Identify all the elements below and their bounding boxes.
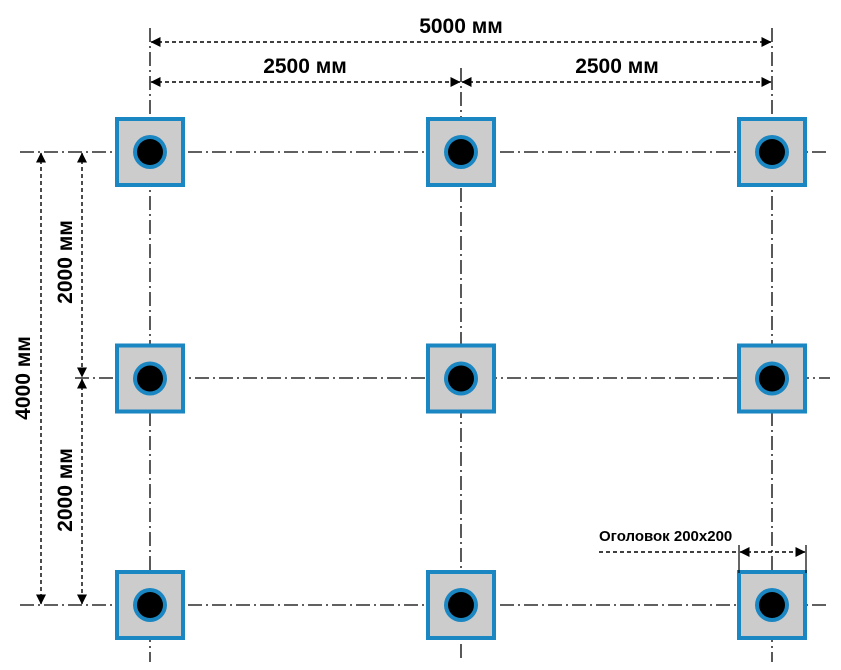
horizontal-dimensions: 5000 мм 2500 мм 2500 мм <box>150 15 772 87</box>
pile-core <box>448 139 474 165</box>
pile-r3-c3 <box>737 570 807 640</box>
pile-cap-callout: Оголовок 200х200 <box>599 528 807 573</box>
pile-core <box>759 139 785 165</box>
pile-r2-c3 <box>737 343 807 414</box>
pile-core <box>448 365 474 392</box>
vertical-dimensions: 4000 мм 2000 мм 2000 мм <box>12 152 87 605</box>
pile-cap-square <box>426 570 496 640</box>
pile-r3-c2 <box>426 570 496 640</box>
pile-r3-c1 <box>115 570 185 640</box>
pile-r1-c2 <box>426 117 496 187</box>
pile-cap-label: Оголовок 200х200 <box>599 528 732 545</box>
span-right-label: 2500 мм <box>575 55 659 78</box>
pile-core <box>448 592 474 618</box>
pile-core <box>759 365 785 392</box>
pile-r1-c1 <box>115 117 185 187</box>
pile-grid <box>115 117 807 640</box>
pile-core <box>137 139 163 165</box>
pile-core <box>137 592 163 618</box>
pile-core <box>759 592 785 618</box>
pile-r1-c3 <box>737 117 807 187</box>
pile-r2-c1 <box>115 343 185 414</box>
total-height-label: 4000 мм <box>12 336 35 420</box>
span-left-label: 2500 мм <box>263 55 347 78</box>
span-bottom-label: 2000 мм <box>54 448 77 532</box>
pile-core <box>137 365 163 392</box>
span-top-label: 2000 мм <box>54 220 77 304</box>
pile-r2-c2 <box>426 343 496 414</box>
total-width-label: 5000 мм <box>419 15 503 38</box>
